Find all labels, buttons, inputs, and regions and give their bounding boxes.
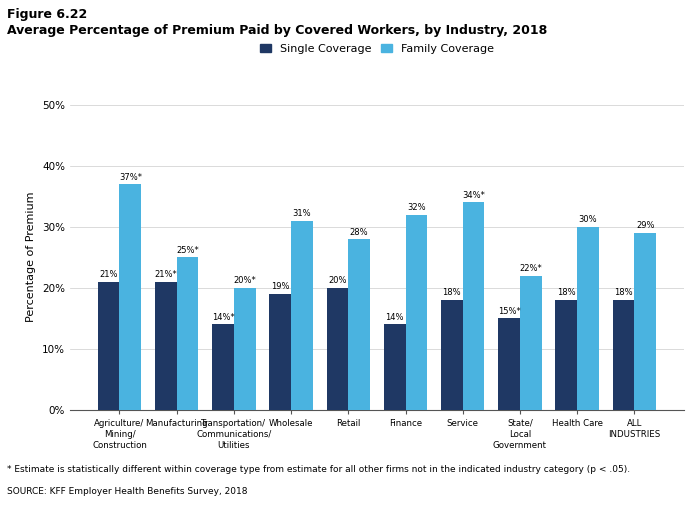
Bar — [634, 233, 656, 410]
Text: 31%: 31% — [292, 209, 311, 218]
Text: 19%: 19% — [271, 282, 290, 291]
Text: Figure 6.22: Figure 6.22 — [7, 8, 87, 21]
Bar — [556, 300, 577, 410]
Text: 21%*: 21%* — [154, 270, 177, 279]
Bar — [291, 220, 313, 410]
Text: 18%: 18% — [614, 288, 633, 298]
Text: 32%: 32% — [407, 203, 426, 212]
Bar — [498, 318, 520, 410]
Legend: Single Coverage, Family Coverage: Single Coverage, Family Coverage — [260, 44, 493, 54]
Text: 37%*: 37%* — [119, 173, 142, 182]
Text: 20%*: 20%* — [233, 276, 256, 285]
Bar — [119, 184, 141, 410]
Bar — [177, 257, 198, 410]
Bar — [348, 239, 370, 410]
Text: 18%: 18% — [557, 288, 576, 298]
Text: SOURCE: KFF Employer Health Benefits Survey, 2018: SOURCE: KFF Employer Health Benefits Sur… — [7, 487, 248, 496]
Text: 28%: 28% — [350, 227, 369, 237]
Bar — [98, 281, 119, 410]
Bar — [155, 281, 177, 410]
Bar — [406, 215, 427, 410]
Bar — [613, 300, 634, 410]
Text: 14%*: 14%* — [211, 313, 235, 322]
Bar — [212, 324, 234, 410]
Text: 15%*: 15%* — [498, 307, 521, 316]
Bar — [269, 294, 291, 410]
Y-axis label: Percentage of Premium: Percentage of Premium — [27, 192, 36, 322]
Bar — [463, 203, 484, 410]
Text: Average Percentage of Premium Paid by Covered Workers, by Industry, 2018: Average Percentage of Premium Paid by Co… — [7, 24, 547, 37]
Text: 18%: 18% — [443, 288, 461, 298]
Bar — [520, 276, 542, 410]
Text: 20%: 20% — [328, 276, 347, 285]
Text: 22%*: 22%* — [519, 264, 542, 273]
Text: 14%: 14% — [385, 313, 404, 322]
Text: 29%: 29% — [636, 222, 655, 230]
Bar — [234, 288, 255, 410]
Text: 21%: 21% — [99, 270, 118, 279]
Text: 30%: 30% — [579, 215, 597, 224]
Bar — [384, 324, 406, 410]
Bar — [577, 227, 599, 410]
Text: 25%*: 25%* — [176, 246, 199, 255]
Bar — [441, 300, 463, 410]
Text: * Estimate is statistically different within coverage type from estimate for all: * Estimate is statistically different wi… — [7, 465, 630, 474]
Text: 34%*: 34%* — [462, 191, 485, 200]
Bar — [327, 288, 348, 410]
